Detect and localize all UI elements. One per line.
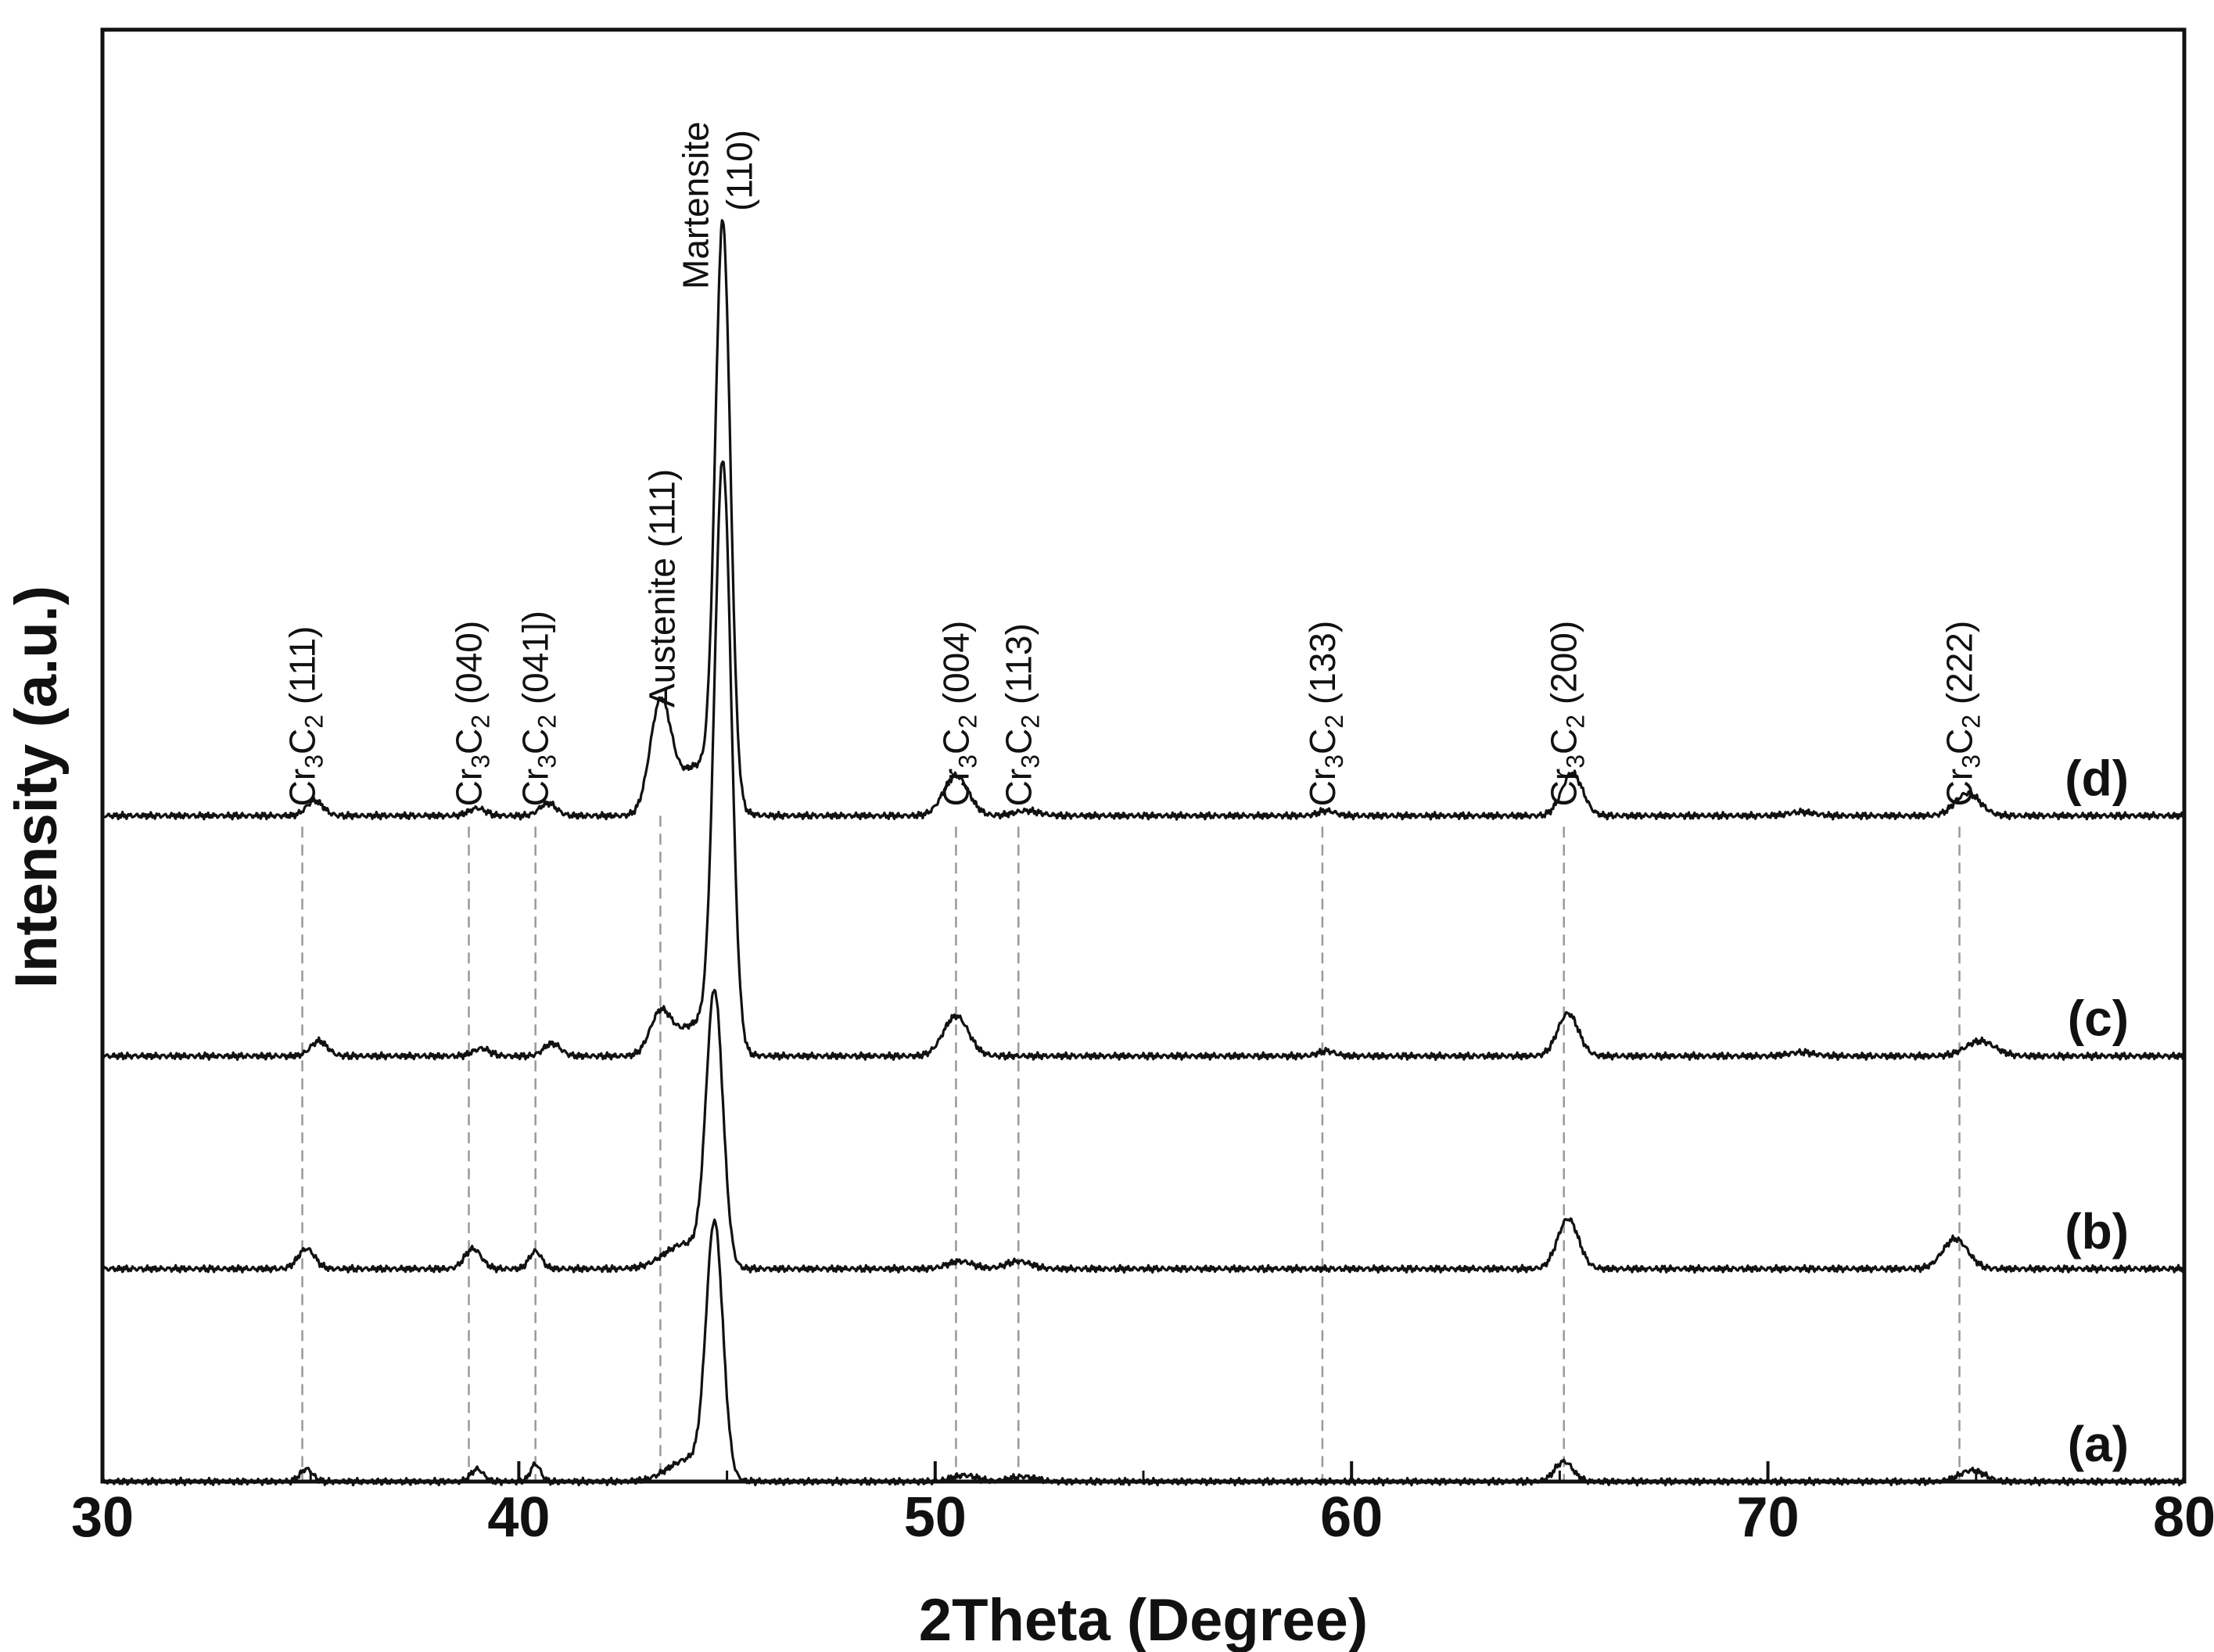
peak-label: Cr3C2 (200) [1544, 621, 1590, 807]
series-label: (a) [2068, 1416, 2129, 1472]
series-label: (c) [2068, 991, 2129, 1047]
series-line-b [101, 988, 2185, 1274]
x-axis-ticks: 30 40 50 60 70 80 [71, 1461, 2214, 1549]
x-tick-label: 30 [71, 1486, 134, 1549]
x-tick-label: 50 [904, 1486, 967, 1549]
y-axis-title: Intensity (a.u.) [3, 586, 70, 988]
series-labels: (a) (b) (c) (d) [2065, 750, 2129, 1472]
peak-label: Martensite [676, 121, 716, 289]
reference-lines [301, 815, 1961, 1482]
series-group [101, 219, 2186, 1487]
x-axis-title: 2Theta (Degree) [919, 1587, 1368, 1652]
peak-label: Cr3C2 (041]) [515, 611, 562, 806]
peak-label: Cr3C2 (113) [998, 623, 1044, 806]
x-tick-label: 60 [1320, 1486, 1383, 1549]
series-line-c [102, 460, 2186, 1062]
series-label: (d) [2065, 750, 2129, 806]
peak-label: Cr3C2 (222) [1939, 621, 1986, 807]
x-tick-label: 80 [2153, 1486, 2214, 1549]
plot-frame [100, 27, 2187, 1484]
x-tick-label: 40 [487, 1486, 550, 1549]
peak-label: Austenite (111) [641, 469, 682, 708]
peak-label: Cr3C2 (133) [1302, 621, 1348, 807]
peak-label: Cr3C2 (111) [282, 626, 328, 807]
series-line-a [101, 1218, 2186, 1487]
peak-label: Cr3C2 (004) [935, 621, 981, 807]
peak-label-hkl: (110) [719, 130, 760, 211]
peak-labels: Cr3C2 (111) Cr3C2 (040) Cr3C2 (041]) Austen… [282, 121, 1986, 806]
peak-label: Cr3C2 (040) [449, 621, 495, 807]
x-tick-label: 70 [1737, 1486, 1800, 1549]
series-line-d [101, 219, 2186, 821]
series-label: (b) [2065, 1203, 2129, 1260]
